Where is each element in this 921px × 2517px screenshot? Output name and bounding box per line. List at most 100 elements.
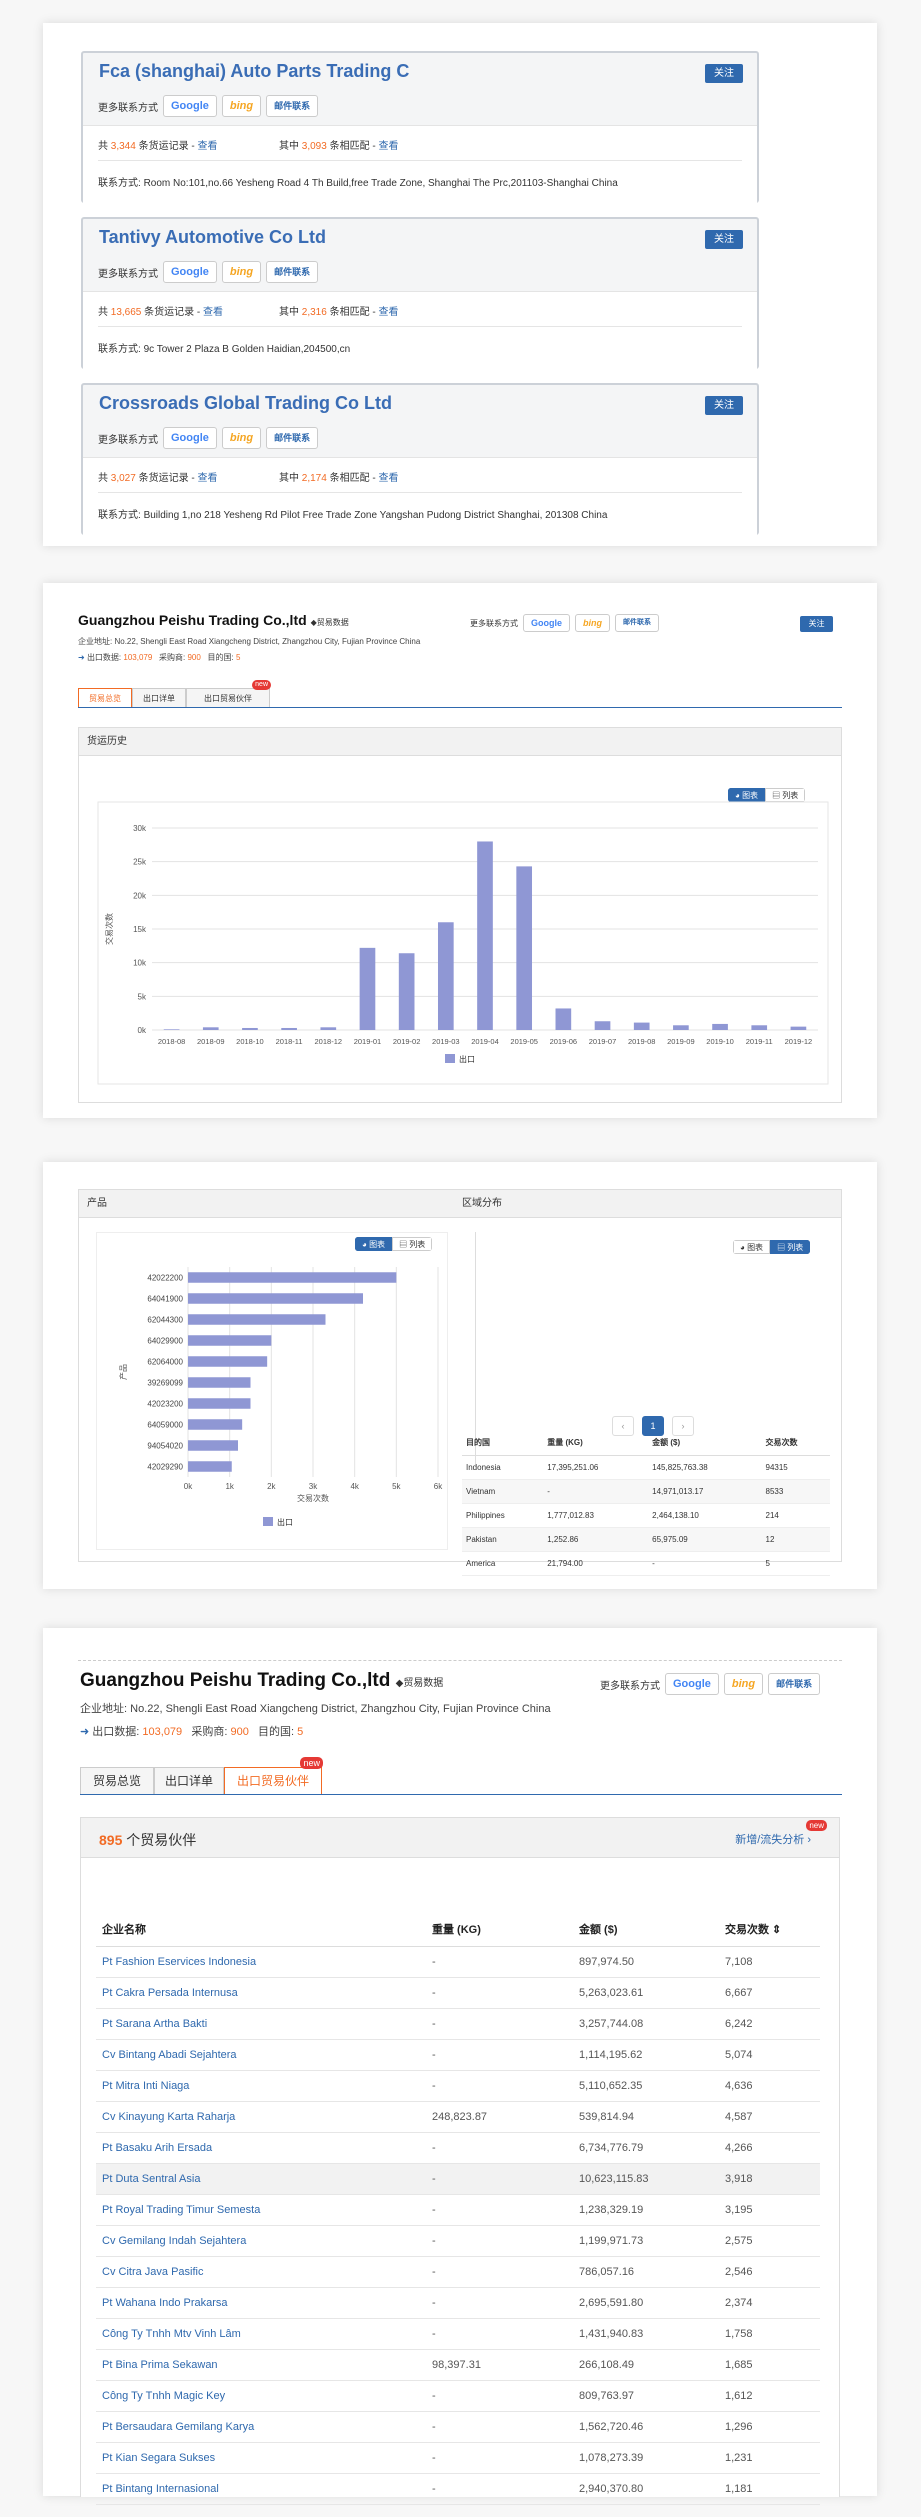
- prev-page-button[interactable]: ‹: [612, 1416, 634, 1436]
- tab-export-details[interactable]: 出口详单: [132, 688, 186, 707]
- region-cell: -: [648, 1551, 762, 1576]
- bar[interactable]: [188, 1377, 251, 1388]
- col-count-sortable[interactable]: 交易次数 ⇕: [719, 1912, 820, 1947]
- company-stats: 共 3,027 条货运记录 - 查看 其中 2,174 条相匹配 - 查看 联系…: [83, 457, 757, 535]
- partner-name-link[interactable]: Pt Cakra Persada Internusa: [96, 1977, 426, 2009]
- products-header: 产品: [87, 1198, 107, 1209]
- chart-view-button[interactable]: ◕ 图表: [355, 1237, 393, 1251]
- bar[interactable]: [281, 1027, 297, 1030]
- table-row: Cv Citra Java Pasific -786,057.16 2,546: [96, 2256, 820, 2288]
- company-name-link[interactable]: Fca (shanghai) Auto Parts Trading C: [99, 61, 410, 81]
- google-search-button[interactable]: Google: [163, 95, 217, 117]
- email-contact-button[interactable]: 邮件联系: [615, 614, 659, 632]
- partner-name-link[interactable]: Cv Bintang Abadi Sejahtera: [96, 2039, 426, 2071]
- partner-name-link[interactable]: Pt Wahana Indo Prakarsa: [96, 2287, 426, 2319]
- partner-name-link[interactable]: Pt Duta Sentral Asia: [96, 2163, 426, 2195]
- google-search-button[interactable]: Google: [665, 1673, 719, 1695]
- partner-name-link[interactable]: Cv Gemilang Indah Sejahtera: [96, 2225, 426, 2257]
- chart-view-button[interactable]: ◕ 图表: [733, 1240, 771, 1254]
- partner-name-link[interactable]: Pt Mitra Inti Niaga: [96, 2070, 426, 2102]
- bar[interactable]: [673, 1025, 689, 1030]
- y-tick-label: 15k: [133, 925, 147, 934]
- bar[interactable]: [712, 1023, 728, 1030]
- partner-name-link[interactable]: Pt Basaku Arih Ersada: [96, 2132, 426, 2164]
- bar[interactable]: [188, 1461, 232, 1472]
- bar[interactable]: [188, 1356, 268, 1367]
- bar[interactable]: [163, 1029, 180, 1030]
- view-records-link[interactable]: 查看: [197, 473, 218, 484]
- next-page-button[interactable]: ›: [672, 1416, 694, 1436]
- bar[interactable]: [516, 866, 533, 1030]
- partner-name-link[interactable]: Cv Citra Java Pasific: [96, 2256, 426, 2288]
- view-records-link[interactable]: 查看: [197, 141, 218, 152]
- bar[interactable]: [202, 1027, 219, 1030]
- bar[interactable]: [188, 1440, 238, 1451]
- bar[interactable]: [359, 947, 376, 1030]
- list-view-button[interactable]: ▤ 列表: [770, 1240, 811, 1254]
- follow-button[interactable]: 关注: [705, 64, 743, 83]
- bar[interactable]: [555, 1008, 572, 1030]
- email-contact-button[interactable]: 邮件联系: [266, 427, 319, 449]
- bar[interactable]: [633, 1022, 650, 1030]
- google-search-button[interactable]: Google: [163, 427, 217, 449]
- bar[interactable]: [437, 922, 454, 1030]
- list-view-button[interactable]: ▤ 列表: [392, 1237, 433, 1251]
- follow-button[interactable]: 关注: [800, 616, 833, 632]
- bing-search-button[interactable]: bing: [723, 1673, 764, 1695]
- table-cell: 3,195: [719, 2194, 820, 2226]
- tab-export-partners[interactable]: 出口贸易伙伴 new: [186, 680, 271, 707]
- partner-name-link[interactable]: Pt Bersaudara Gemilang Karya: [96, 2411, 426, 2443]
- y-tick-label: 62064000: [147, 1358, 183, 1367]
- partner-name-link[interactable]: Pt Sarana Artha Bakti: [96, 2008, 426, 2040]
- partner-name-link[interactable]: Pt Bintang Internasional: [96, 2473, 426, 2505]
- bar[interactable]: [398, 953, 415, 1030]
- table-row: Pt Wahana Indo Prakarsa -2,695,591.80 2,37…: [96, 2287, 820, 2319]
- view-matches-link[interactable]: 查看: [378, 141, 399, 152]
- bar[interactable]: [188, 1335, 272, 1346]
- tab-export-details[interactable]: 出口详单: [154, 1767, 224, 1794]
- bar[interactable]: [188, 1293, 363, 1304]
- tab-overview[interactable]: 贸易总览: [78, 688, 132, 707]
- bing-search-button[interactable]: bing: [575, 614, 610, 632]
- bing-search-button[interactable]: bing: [221, 95, 262, 117]
- partner-name-link[interactable]: Công Ty Tnhh Mtv Vinh Lâm: [96, 2318, 426, 2350]
- region-cell: -: [543, 1479, 649, 1504]
- bing-search-button[interactable]: bing: [221, 261, 262, 283]
- bar[interactable]: [594, 1021, 611, 1030]
- page-1-button[interactable]: 1: [642, 1416, 664, 1436]
- partner-name-link[interactable]: Pt Royal Trading Timur Semesta: [96, 2194, 426, 2226]
- churn-analysis-link[interactable]: 新增/流失分析 ›: [735, 1834, 811, 1846]
- company-name-link[interactable]: Crossroads Global Trading Co Ltd: [99, 393, 393, 413]
- partner-name-link[interactable]: Cv Kinayung Karta Raharja: [96, 2101, 426, 2133]
- table-cell: 1,114,195.62: [573, 2039, 719, 2071]
- bar[interactable]: [242, 1027, 258, 1030]
- google-search-button[interactable]: Google: [163, 261, 217, 283]
- partner-name-link[interactable]: Công Ty Tnhh Magic Key: [96, 2380, 426, 2412]
- partner-name-link[interactable]: Pt Bina Prima Sekawan: [96, 2349, 426, 2381]
- bar[interactable]: [477, 841, 493, 1030]
- partner-name-link[interactable]: Pt Kian Segara Sukses: [96, 2442, 426, 2474]
- email-contact-button[interactable]: 邮件联系: [266, 95, 319, 117]
- google-search-button[interactable]: Google: [523, 614, 570, 632]
- region-cell: Pakistan: [462, 1527, 544, 1552]
- table-cell: 897,974.50: [573, 1946, 719, 1978]
- follow-button[interactable]: 关注: [705, 230, 743, 249]
- bar[interactable]: [188, 1398, 251, 1409]
- follow-button[interactable]: 关注: [705, 396, 743, 415]
- tab-export-partners[interactable]: 出口贸易伙伴 new: [224, 1757, 323, 1794]
- partner-name-link[interactable]: Pt Fashion Eservices Indonesia: [96, 1946, 426, 1978]
- bing-search-button[interactable]: bing: [221, 427, 262, 449]
- bar[interactable]: [790, 1026, 807, 1030]
- email-contact-button[interactable]: 邮件联系: [768, 1673, 821, 1695]
- view-records-link[interactable]: 查看: [203, 307, 224, 318]
- bar[interactable]: [188, 1419, 243, 1430]
- bar[interactable]: [188, 1272, 397, 1283]
- bar[interactable]: [188, 1314, 326, 1325]
- company-name-link[interactable]: Tantivy Automotive Co Ltd: [99, 227, 326, 247]
- email-contact-button[interactable]: 邮件联系: [266, 261, 319, 283]
- bar[interactable]: [751, 1025, 768, 1030]
- view-matches-link[interactable]: 查看: [378, 307, 399, 318]
- view-matches-link[interactable]: 查看: [378, 473, 399, 484]
- bar[interactable]: [320, 1027, 337, 1030]
- tab-overview[interactable]: 贸易总览: [80, 1767, 154, 1794]
